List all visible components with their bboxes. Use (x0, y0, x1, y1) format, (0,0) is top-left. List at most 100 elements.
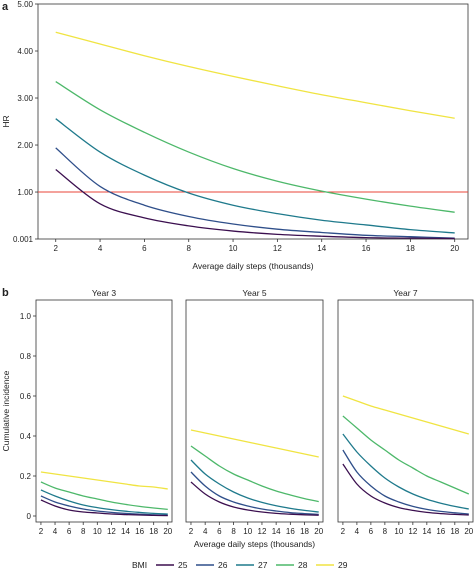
x-tick-label: 20 (450, 244, 459, 253)
facet-x-axis-year-7: 2 4 6 8 10 12 14 16 18 20 (341, 522, 474, 536)
legend-label-bmi-28: 28 (298, 560, 308, 570)
incidence-year-3-chart: Year 3 0 0.2 0.4 0.6 0.8 1.0 2 4 6 8 10 12 14 16 18 20… (1, 286, 173, 536)
facet-lines-year-7 (342, 395, 470, 516)
x-tick-label: 4 (98, 244, 103, 253)
panel-a-label: a (2, 1, 9, 13)
x-tick-label: 18 (450, 527, 459, 536)
x-tick-label: 4 (53, 527, 58, 536)
x-tick-label: 20 (464, 527, 473, 536)
incidence-year-7-chart: Year 7 2 4 6 8 10 12 14 16 18 20 (337, 286, 474, 536)
hr-series-lines (55, 31, 455, 240)
facet-x-axis-year-3: 2 4 6 8 10 12 14 16 18 20 (39, 522, 173, 536)
x-tick-label: 8 (383, 527, 388, 536)
series-line-bmi-26 (40, 495, 168, 516)
x-tick-label: 10 (394, 527, 403, 536)
facet-frame-year-5 (185, 299, 324, 523)
legend-label-bmi-29: 29 (338, 560, 348, 570)
legend-items: 25 26 27 28 29 (156, 560, 348, 570)
legend-label-bmi-27: 27 (258, 560, 268, 570)
x-tick-label: 12 (107, 527, 116, 536)
y-tick-label: 2.00 (17, 141, 33, 150)
y-tick-label: 0.6 (20, 392, 32, 401)
x-tick-label: 6 (369, 527, 374, 536)
x-tick-label: 4 (203, 527, 208, 536)
facet-title-year-7: Year 7 (393, 288, 418, 298)
series-line-bmi-25 (342, 463, 469, 516)
incidence-x-axis-label: Average daily steps (thousands) (194, 539, 315, 549)
x-tick-label: 18 (406, 244, 415, 253)
x-tick-label: 20 (314, 527, 323, 536)
y-tick-label: 1.00 (17, 188, 33, 197)
facet-strip-year-7 (338, 286, 473, 300)
facet-lines-year-3 (40, 471, 168, 517)
y-tick-label: 5.00 (17, 0, 33, 9)
x-tick-label: 12 (273, 244, 282, 253)
hr-plot-frame (37, 3, 469, 240)
x-tick-label: 6 (142, 244, 147, 253)
x-tick-label: 6 (217, 527, 222, 536)
incidence-year-5-chart: Year 5 2 4 6 8 10 12 14 16 18 20 Average daily st… (185, 286, 324, 549)
facet-title-year-3: Year 3 (92, 288, 117, 298)
series-line-bmi-27 (55, 118, 455, 234)
series-line-bmi-29 (342, 395, 469, 435)
series-line-bmi-26 (342, 449, 469, 515)
x-tick-label: 8 (186, 244, 191, 253)
hr-y-axis-label: HR (1, 115, 11, 127)
series-line-bmi-27 (342, 433, 469, 510)
x-tick-label: 18 (149, 527, 158, 536)
y-tick-label: 0.2 (20, 472, 32, 481)
x-tick-label: 14 (422, 527, 431, 536)
series-line-bmi-25 (40, 499, 168, 517)
y-tick-label: 0.001 (13, 235, 34, 244)
x-tick-label: 8 (81, 527, 86, 536)
facet-strip-year-3 (36, 286, 172, 300)
series-line-bmi-29 (40, 471, 168, 490)
legend-title: BMI (132, 560, 147, 570)
x-tick-label: 2 (189, 527, 194, 536)
series-line-bmi-29 (55, 31, 455, 119)
series-line-bmi-27 (40, 489, 168, 515)
y-tick-label: 0.4 (20, 432, 32, 441)
series-line-bmi-28 (190, 445, 319, 503)
series-line-bmi-28 (342, 415, 470, 495)
x-tick-label: 12 (258, 527, 267, 536)
x-tick-label: 16 (286, 527, 295, 536)
facet-frame-year-3 (35, 299, 173, 523)
hr-chart: 0.001 1.00 2.00 3.00 4.00 5.00 2 4 6 8 10 12 14 16 18… (1, 0, 469, 271)
facet-lines-year-5 (190, 429, 319, 516)
x-tick-label: 16 (436, 527, 445, 536)
x-tick-label: 2 (39, 527, 44, 536)
legend-label-bmi-25: 25 (178, 560, 188, 570)
y-tick-label: 3.00 (17, 94, 33, 103)
facet-frame-year-7 (337, 299, 474, 523)
incidence-y-axis-label: Cumulative incidence (1, 370, 11, 451)
facet-x-axis-year-5: 2 4 6 8 10 12 14 16 18 20 (189, 522, 324, 536)
hr-x-axis-label: Average daily steps (thousands) (192, 261, 313, 271)
x-tick-label: 6 (67, 527, 72, 536)
series-line-bmi-27 (190, 459, 319, 513)
incidence-y-axis: 0 0.2 0.4 0.6 0.8 1.0 (20, 312, 36, 521)
legend: BMI 25 26 27 28 29 (132, 560, 348, 570)
x-tick-label: 2 (54, 244, 59, 253)
series-line-bmi-25 (190, 481, 319, 516)
x-tick-label: 4 (355, 527, 360, 536)
x-tick-label: 14 (317, 244, 326, 253)
hr-y-axis: 0.001 1.00 2.00 3.00 4.00 5.00 (13, 0, 38, 244)
x-tick-label: 18 (300, 527, 309, 536)
series-line-bmi-28 (55, 81, 455, 213)
facet-strip-year-5 (186, 286, 323, 300)
y-tick-label: 4.00 (17, 47, 33, 56)
y-tick-label: 0.8 (20, 352, 32, 361)
series-line-bmi-29 (190, 429, 319, 458)
hr-x-axis: 2 4 6 8 10 12 14 16 18 20 (54, 239, 460, 253)
x-tick-label: 10 (243, 527, 252, 536)
x-tick-label: 14 (121, 527, 130, 536)
y-tick-label: 1.0 (20, 312, 32, 321)
panel-b-label: b (2, 287, 9, 299)
x-tick-label: 16 (362, 244, 371, 253)
x-tick-label: 10 (93, 527, 102, 536)
legend-label-bmi-26: 26 (218, 560, 228, 570)
x-tick-label: 10 (229, 244, 238, 253)
series-line-bmi-28 (40, 481, 168, 511)
